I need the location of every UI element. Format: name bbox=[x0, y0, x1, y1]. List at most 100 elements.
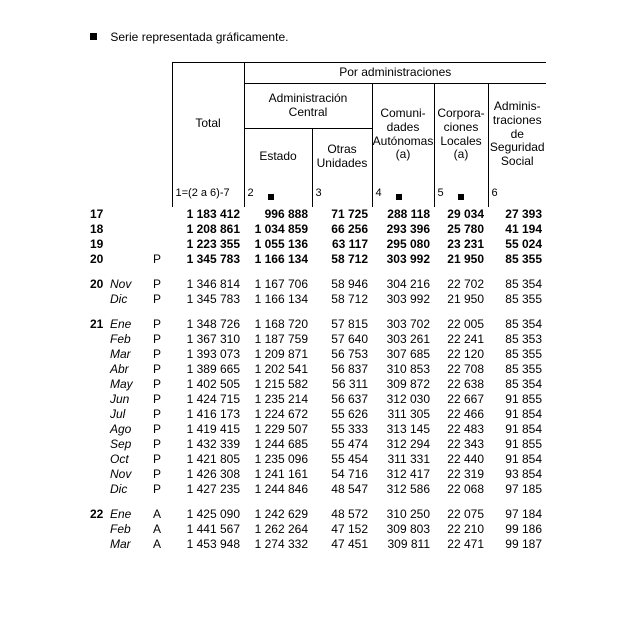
row-label: Jul bbox=[90, 407, 148, 422]
table-row: JunP1 424 7151 235 21456 637312 03022 66… bbox=[90, 392, 546, 407]
row-label: Mar bbox=[90, 347, 148, 362]
cell-value: 55 333 bbox=[312, 422, 372, 437]
hdr-estado: Estado bbox=[244, 129, 312, 186]
table-row: 22EneA1 425 0901 242 62948 572310 25022 … bbox=[90, 507, 546, 522]
cell-value: 1 416 173 bbox=[172, 407, 244, 422]
table-row: AbrP1 389 6651 202 54156 837310 85322 70… bbox=[90, 362, 546, 377]
cell-value: 91 854 bbox=[488, 452, 546, 467]
cell-value: 1 166 134 bbox=[244, 292, 312, 307]
cell-value: 303 261 bbox=[372, 332, 434, 347]
cell-value: 1 262 264 bbox=[244, 522, 312, 537]
row-flag: A bbox=[148, 537, 172, 552]
cell-value: 99 186 bbox=[488, 522, 546, 537]
cell-value: 97 184 bbox=[488, 507, 546, 522]
cell-value: 1 244 846 bbox=[244, 482, 312, 497]
data-table: Total Por administraciones Administració… bbox=[90, 62, 546, 552]
cell-value: 1 348 726 bbox=[172, 317, 244, 332]
cell-value: 85 353 bbox=[488, 332, 546, 347]
row-flag: A bbox=[148, 522, 172, 537]
table-row: MayP1 402 5051 215 58256 311309 87222 63… bbox=[90, 377, 546, 392]
cell-value: 1 167 706 bbox=[244, 277, 312, 292]
cell-value: 1 235 214 bbox=[244, 392, 312, 407]
cell-value: 1 224 672 bbox=[244, 407, 312, 422]
cell-value: 309 803 bbox=[372, 522, 434, 537]
table-row: 191 223 3551 055 13663 117295 08023 2315… bbox=[90, 237, 546, 252]
legend-square-icon bbox=[90, 33, 97, 40]
row-label: 17 bbox=[90, 207, 148, 222]
table-row: 20NovP1 346 8141 167 70658 946304 21622 … bbox=[90, 277, 546, 292]
cell-value: 22 708 bbox=[434, 362, 488, 377]
cell-value: 1 427 235 bbox=[172, 482, 244, 497]
hdr-admin-central: Administración Central bbox=[244, 84, 372, 129]
cell-value: 91 855 bbox=[488, 437, 546, 452]
row-label: Mar bbox=[90, 537, 148, 552]
cell-value: 1 425 090 bbox=[172, 507, 244, 522]
hdr-otras: Otras Unidades bbox=[312, 129, 372, 186]
cell-value: 23 231 bbox=[434, 237, 488, 252]
cell-value: 1 242 629 bbox=[244, 507, 312, 522]
cell-value: 1 345 783 bbox=[172, 292, 244, 307]
cell-value: 313 145 bbox=[372, 422, 434, 437]
cell-value: 1 367 310 bbox=[172, 332, 244, 347]
cell-value: 85 354 bbox=[488, 317, 546, 332]
cell-value: 1 215 582 bbox=[244, 377, 312, 392]
row-label: 20Nov bbox=[90, 277, 148, 292]
cell-value: 1 202 541 bbox=[244, 362, 312, 377]
cell-value: 22 210 bbox=[434, 522, 488, 537]
cell-value: 1 402 505 bbox=[172, 377, 244, 392]
table-row: FebP1 367 3101 187 75957 640303 26122 24… bbox=[90, 332, 546, 347]
cell-value: 303 992 bbox=[372, 292, 434, 307]
cell-value: 55 024 bbox=[488, 237, 546, 252]
series-marker-icon bbox=[396, 194, 402, 200]
table-row: FebA1 441 5671 262 26447 152309 80322 21… bbox=[90, 522, 546, 537]
cell-value: 97 185 bbox=[488, 482, 546, 497]
row-label: Nov bbox=[90, 467, 148, 482]
cell-value: 1 453 948 bbox=[172, 537, 244, 552]
row-label: Ago bbox=[90, 422, 148, 437]
cell-value: 1 208 861 bbox=[172, 222, 244, 237]
legend-text: Serie representada gráficamente. bbox=[110, 30, 288, 44]
col-number: 6 bbox=[488, 185, 546, 207]
row-flag: P bbox=[148, 422, 172, 437]
table-row: DicP1 345 7831 166 13458 712303 99221 95… bbox=[90, 292, 546, 307]
row-flag bbox=[148, 207, 172, 222]
row-flag: P bbox=[148, 362, 172, 377]
row-flag: P bbox=[148, 467, 172, 482]
table-row: 20P1 345 7831 166 13458 712303 99221 950… bbox=[90, 252, 546, 267]
row-flag: P bbox=[148, 437, 172, 452]
cell-value: 293 396 bbox=[372, 222, 434, 237]
series-marker-icon bbox=[458, 194, 464, 200]
cell-value: 312 294 bbox=[372, 437, 434, 452]
cell-value: 1 441 567 bbox=[172, 522, 244, 537]
cell-value: 1 426 308 bbox=[172, 467, 244, 482]
cell-value: 312 030 bbox=[372, 392, 434, 407]
cell-value: 1 421 805 bbox=[172, 452, 244, 467]
table-row: NovP1 426 3081 241 16154 716312 41722 31… bbox=[90, 467, 546, 482]
cell-value: 85 354 bbox=[488, 277, 546, 292]
row-label: Abr bbox=[90, 362, 148, 377]
row-flag: P bbox=[148, 252, 172, 267]
cell-value: 22 068 bbox=[434, 482, 488, 497]
cell-value: 56 637 bbox=[312, 392, 372, 407]
row-flag: P bbox=[148, 332, 172, 347]
hdr-por-admin: Por administraciones bbox=[244, 63, 546, 84]
row-flag: P bbox=[148, 347, 172, 362]
row-flag: P bbox=[148, 317, 172, 332]
table-row: SepP1 432 3391 244 68555 474312 29422 34… bbox=[90, 437, 546, 452]
cell-value: 22 440 bbox=[434, 452, 488, 467]
hdr-seguridad: Adminis- traciones de Seguridad Social bbox=[488, 84, 546, 186]
row-flag bbox=[148, 237, 172, 252]
cell-value: 1 187 759 bbox=[244, 332, 312, 347]
cell-value: 1 209 871 bbox=[244, 347, 312, 362]
cell-value: 310 853 bbox=[372, 362, 434, 377]
cell-value: 22 483 bbox=[434, 422, 488, 437]
row-label: Sep bbox=[90, 437, 148, 452]
col-number: 1=(2 a 6)-7 bbox=[172, 185, 244, 207]
row-flag: P bbox=[148, 407, 172, 422]
table-row: JulP1 416 1731 224 67255 626311 30522 46… bbox=[90, 407, 546, 422]
row-flag: P bbox=[148, 377, 172, 392]
cell-value: 304 216 bbox=[372, 277, 434, 292]
cell-value: 312 586 bbox=[372, 482, 434, 497]
cell-value: 91 854 bbox=[488, 407, 546, 422]
row-flag bbox=[148, 222, 172, 237]
